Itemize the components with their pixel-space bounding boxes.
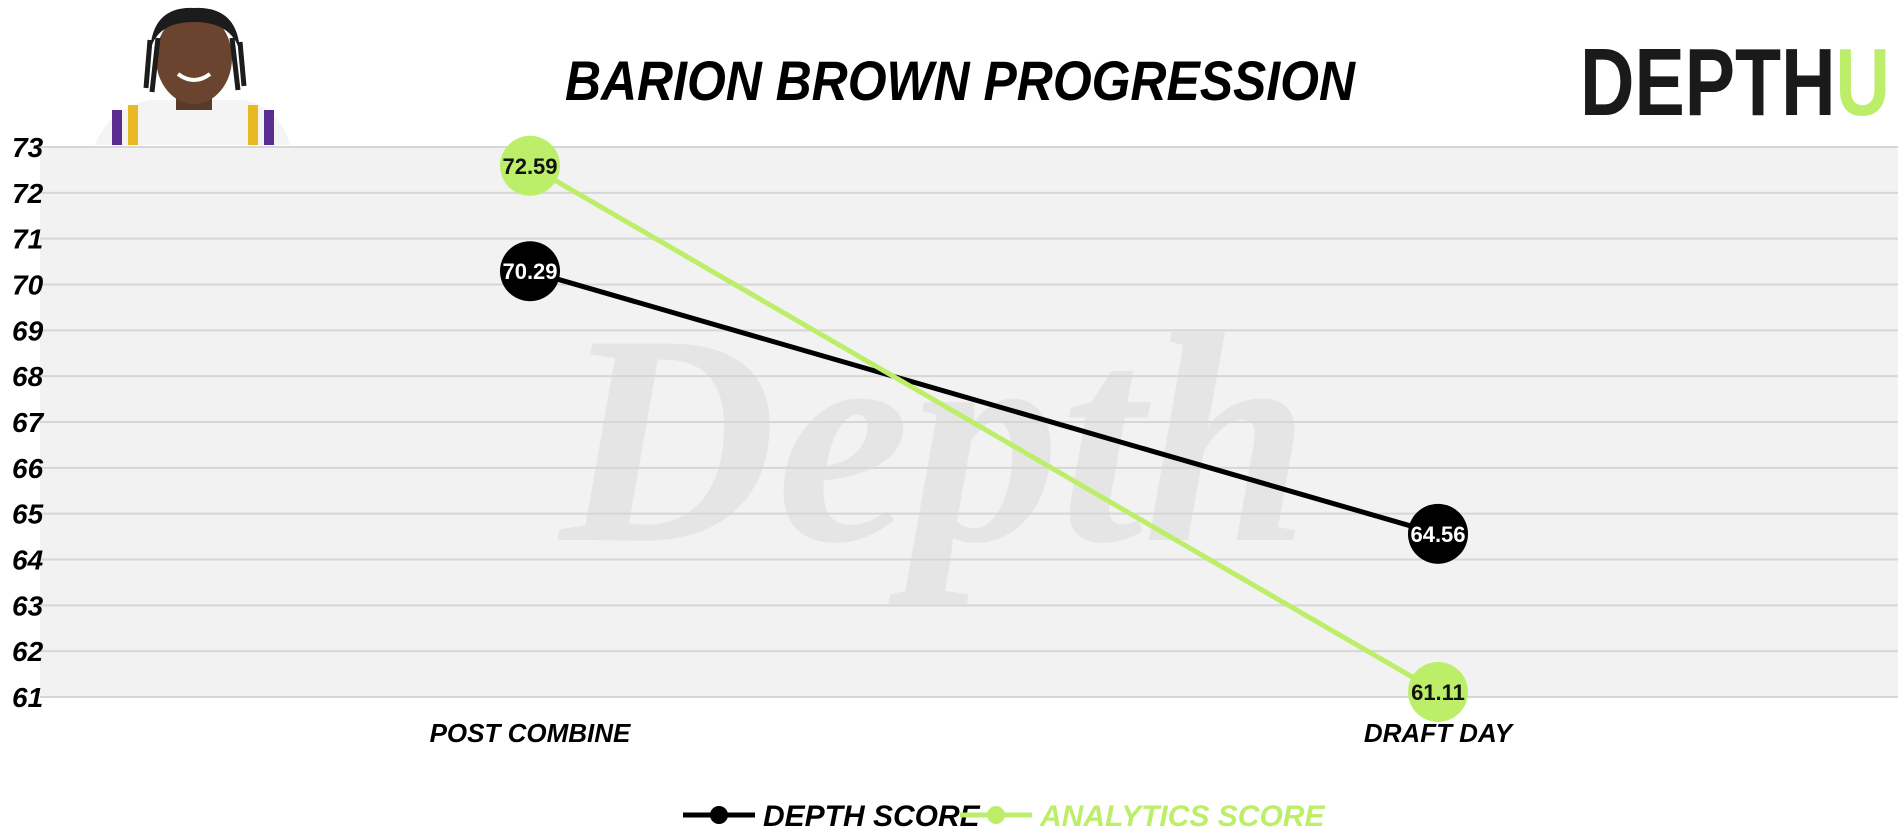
legend-marker — [710, 806, 728, 824]
grid-lines — [40, 146, 1898, 698]
data-label: 64.56 — [1410, 522, 1465, 547]
y-tick-label: 64 — [12, 545, 44, 576]
y-tick-label: 63 — [12, 590, 44, 621]
y-tick-label: 72 — [12, 178, 44, 209]
legend-marker — [987, 806, 1005, 824]
data-point — [1408, 661, 1468, 722]
y-tick-label: 62 — [12, 636, 44, 667]
y-tick-label: 65 — [12, 499, 44, 530]
data-label: 61.11 — [1411, 680, 1465, 705]
y-tick-label: 61 — [12, 682, 43, 713]
series-line — [528, 163, 1440, 695]
logo-main: DEPTH — [1580, 29, 1836, 136]
x-category-label: DRAFT DAY — [1364, 718, 1515, 748]
data-label: 70.29 — [502, 259, 557, 284]
y-tick-label: 67 — [12, 407, 45, 438]
y-tick-label: 70 — [12, 270, 44, 301]
y-tick-label: 73 — [12, 132, 44, 163]
legend-label: DEPTH SCORE — [763, 800, 981, 833]
series-lines — [528, 163, 1440, 695]
y-tick-label: 66 — [12, 453, 44, 484]
data-point — [500, 241, 560, 302]
logo-accent: U — [1836, 29, 1890, 136]
y-tick-label: 69 — [12, 315, 44, 346]
legend-label: ANALYTICS SCORE — [1039, 800, 1325, 833]
depth-watermark: Depth — [555, 273, 1310, 606]
data-label: 72.59 — [502, 154, 557, 179]
series-line — [529, 268, 1439, 537]
data-points: 70.29 64.56 72.59 61.11 — [500, 135, 1468, 722]
legend: DEPTH SCORE ANALYTICS SCORE — [683, 800, 1325, 833]
x-axis-categories: POST COMBINE DRAFT DAY — [430, 718, 1515, 748]
y-tick-label: 71 — [12, 224, 43, 255]
svg-text:Depth: Depth — [555, 273, 1310, 606]
depthu-logo: DEPTHU — [1580, 29, 1890, 136]
data-point — [500, 135, 560, 196]
player-headshot — [95, 7, 290, 145]
data-point — [1408, 503, 1468, 564]
x-category-label: POST COMBINE — [430, 718, 631, 748]
y-axis-ticks: 61 62 63 64 65 66 67 68 69 70 71 72 73 — [12, 132, 45, 713]
chart-title: BARION BROWN PROGRESSION — [565, 49, 1356, 112]
y-tick-label: 68 — [12, 361, 44, 392]
logo-text: DEPTHU — [1580, 29, 1890, 136]
